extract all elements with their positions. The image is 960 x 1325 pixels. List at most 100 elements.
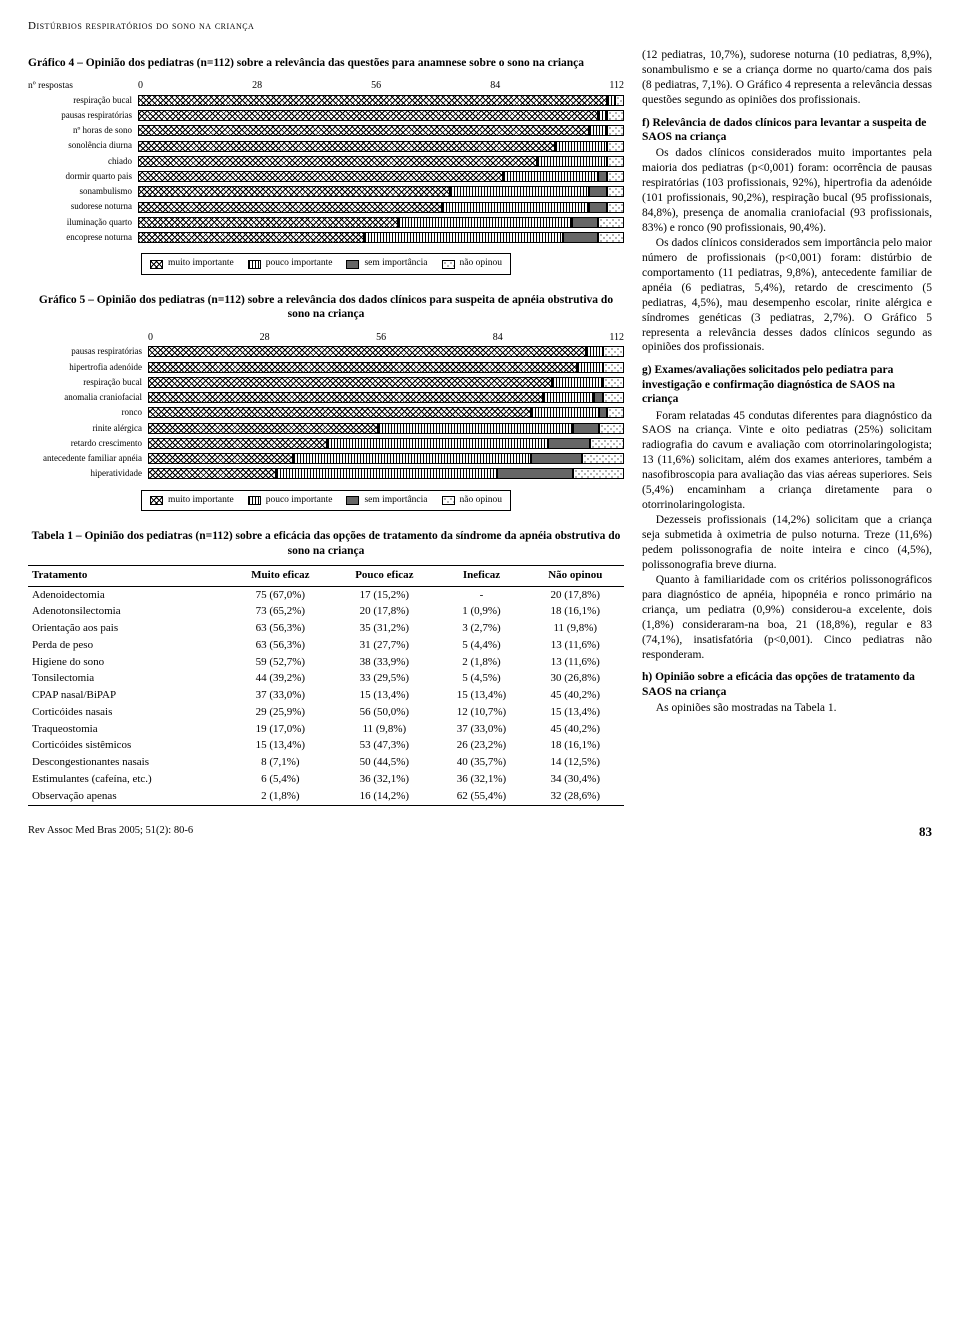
- bar-segment-pouco: [327, 438, 548, 449]
- bar-row: sonambulismo: [28, 186, 624, 197]
- axis-tick: 56: [376, 332, 386, 345]
- table-cell: Adenoidectomia: [28, 587, 228, 604]
- table-cell: 59 (52,7%): [228, 654, 332, 671]
- bar-segment-nao: [607, 186, 624, 197]
- body-text-column: (12 pediatras, 10,7%), sudorese noturna …: [642, 48, 932, 806]
- bar-segment-pouco: [442, 202, 590, 213]
- table-cell: 8 (7,1%): [228, 755, 332, 772]
- table-cell: 38 (33,9%): [332, 654, 436, 671]
- bar-row: respiração bucal: [28, 377, 624, 388]
- bar-row: encoprese noturna: [28, 232, 624, 243]
- table-cell: 50 (44,5%): [332, 755, 436, 772]
- bar-segment-pouco: [552, 377, 603, 388]
- bar-row: rinite alérgica: [28, 423, 624, 434]
- table-cell: 56 (50,0%): [332, 704, 436, 721]
- table-row: CPAP nasal/BiPAP37 (33,0%)15 (13,4%)15 (…: [28, 688, 624, 705]
- table-cell: 11 (9,8%): [332, 721, 436, 738]
- legend-item: não opinou: [442, 258, 502, 270]
- para: (12 pediatras, 10,7%), sudorese noturna …: [642, 48, 932, 108]
- legend-swatch-nao: [442, 260, 455, 269]
- stacked-bar: [138, 171, 624, 182]
- chart4-title: Gráfico 4 – Opinião dos pediatras (n=112…: [28, 56, 624, 70]
- axis-tick: 0: [138, 80, 143, 93]
- stacked-bar: [148, 407, 624, 418]
- bar-row: pausas respiratórias: [28, 346, 624, 357]
- bar-segment-pouco: [364, 232, 564, 243]
- chart5-legend: muito importante pouco importante sem impo…: [141, 490, 511, 512]
- legend-swatch-pouco: [248, 496, 261, 505]
- stacked-bar: [148, 468, 624, 479]
- stacked-bar: [138, 156, 624, 167]
- bar-segment-nao: [607, 125, 624, 136]
- bar-row: respiração bucal: [28, 95, 624, 106]
- para: Os dados clínicos considerados muito imp…: [642, 146, 932, 236]
- bar-row: sudorese noturna: [28, 201, 624, 212]
- table-cell: 3 (2,7%): [436, 621, 526, 638]
- bar-segment-nao: [598, 217, 624, 228]
- bar-label: sonolência diurna: [28, 140, 138, 151]
- legend-swatch-pouco: [248, 260, 261, 269]
- stacked-bar: [148, 438, 624, 449]
- table-cell: 15 (13,4%): [527, 704, 624, 721]
- table-cell: -: [436, 587, 526, 604]
- bar-segment-muito: [138, 186, 450, 197]
- table-cell: 35 (31,2%): [332, 621, 436, 638]
- bar-segment-muito: [138, 217, 398, 228]
- table-cell: 17 (15,2%): [332, 587, 436, 604]
- legend-swatch-nao: [442, 496, 455, 505]
- table-cell: 14 (12,5%): [527, 755, 624, 772]
- bar-segment-pouco: [276, 468, 497, 479]
- axis-tick: 84: [490, 80, 500, 93]
- legend-item: pouco importante: [248, 495, 333, 507]
- bar-label: sudorese noturna: [28, 201, 138, 212]
- legend-label: sem importância: [364, 495, 427, 507]
- table-row: Adenoidectomia75 (67,0%)17 (15,2%)-20 (1…: [28, 587, 624, 604]
- bar-segment-muito: [138, 156, 537, 167]
- stacked-bar: [148, 362, 624, 373]
- page-running-header: Distúrbios respiratórios do sono na cria…: [28, 20, 932, 34]
- table-cell: 45 (40,2%): [527, 721, 624, 738]
- bar-segment-nao: [573, 468, 624, 479]
- table-row: Descongestionantes nasais8 (7,1%)50 (44,…: [28, 755, 624, 772]
- legend-item: sem importância: [346, 258, 427, 270]
- table-cell: 6 (5,4%): [228, 771, 332, 788]
- table-cell: 63 (56,3%): [228, 637, 332, 654]
- heading-g: g) Exames/avaliações solicitados pelo pe…: [642, 363, 932, 406]
- table-cell: 11 (9,8%): [527, 621, 624, 638]
- bar-segment-pouco: [555, 141, 607, 152]
- table-cell: 12 (10,7%): [436, 704, 526, 721]
- legend-swatch-muito: [150, 260, 163, 269]
- bar-segment-muito: [148, 346, 586, 357]
- bar-segment-pouco: [537, 156, 606, 167]
- table-cell: Corticóides nasais: [28, 704, 228, 721]
- bar-label: antecedente familiar apnéia: [28, 453, 148, 464]
- bar-label: nº horas de sono: [28, 125, 138, 136]
- legend-label: muito importante: [168, 495, 234, 507]
- table-cell: 33 (29,5%): [332, 671, 436, 688]
- stacked-bar: [148, 392, 624, 403]
- stacked-bar: [138, 110, 624, 121]
- table-cell: 20 (17,8%): [332, 604, 436, 621]
- bar-segment-muito: [148, 438, 327, 449]
- table-cell: Higiene do sono: [28, 654, 228, 671]
- bar-label: respiração bucal: [28, 95, 138, 106]
- bar-segment-sem: [589, 202, 606, 213]
- bar-segment-sem: [548, 438, 591, 449]
- bar-segment-pouco: [293, 453, 531, 464]
- table-cell: 36 (32,1%): [332, 771, 436, 788]
- table-cell: 13 (11,6%): [527, 637, 624, 654]
- table-cell: 20 (17,8%): [527, 587, 624, 604]
- table-row: Traqueostomia19 (17,0%)11 (9,8%)37 (33,0…: [28, 721, 624, 738]
- table-cell: 53 (47,3%): [332, 738, 436, 755]
- bar-segment-sem: [594, 392, 602, 403]
- table-cell: 13 (11,6%): [527, 654, 624, 671]
- bar-segment-pouco: [607, 95, 616, 106]
- table-cell: 18 (16,1%): [527, 738, 624, 755]
- bar-label: rinite alérgica: [28, 423, 148, 434]
- axis-tick: 84: [493, 332, 503, 345]
- table-cell: Tonsilectomia: [28, 671, 228, 688]
- table-cell: 37 (33,0%): [436, 721, 526, 738]
- stacked-bar: [148, 346, 624, 357]
- legend-item: não opinou: [442, 495, 502, 507]
- bar-label: hipertrofia adenóide: [28, 362, 148, 373]
